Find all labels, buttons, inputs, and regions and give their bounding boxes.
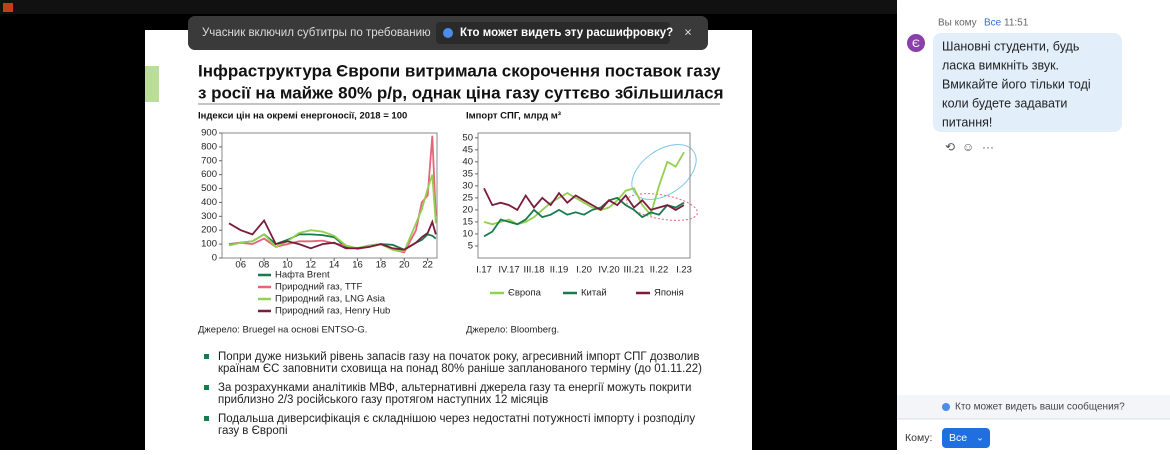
y-tick-label: 900 bbox=[201, 128, 217, 139]
chat-from: Вы кому bbox=[938, 18, 977, 29]
dropdown-icon[interactable]: ⌄ bbox=[976, 432, 984, 442]
chart-title: Імпорт СПГ, млрд м³ bbox=[466, 111, 561, 122]
emoji-icon[interactable]: ☺ bbox=[962, 140, 974, 154]
message-bubble bbox=[933, 33, 1122, 132]
y-tick-label: 5 bbox=[468, 240, 473, 251]
x-tick-label: III.18 bbox=[523, 265, 544, 276]
y-tick-label: 500 bbox=[201, 183, 217, 194]
close-icon[interactable]: × bbox=[684, 24, 692, 39]
series-line bbox=[228, 174, 437, 253]
x-tick-label: IV.17 bbox=[498, 265, 519, 276]
x-tick-label: 10 bbox=[282, 260, 293, 271]
slide-title: з росії на майже 80% р/р, однак ціна газ… bbox=[198, 83, 724, 102]
legend-label: Природний газ, LNG Asia bbox=[275, 294, 386, 305]
y-tick-label: 200 bbox=[201, 225, 217, 236]
y-tick-label: 40 bbox=[462, 156, 473, 167]
y-tick-label: 10 bbox=[462, 228, 473, 239]
message-line: ласка вимкніть звук. bbox=[942, 58, 1059, 72]
x-tick-label: I.17 bbox=[476, 265, 492, 276]
series-line bbox=[228, 218, 437, 251]
x-tick-label: I.23 bbox=[676, 265, 692, 276]
y-tick-label: 45 bbox=[462, 144, 473, 155]
bullet-text: приблизно 2/3 російського газу протягом … bbox=[218, 394, 548, 406]
chat-time: 11:51 bbox=[1004, 18, 1029, 29]
y-tick-label: 35 bbox=[462, 168, 473, 179]
legend-label: Японія bbox=[654, 288, 684, 299]
y-tick-label: 700 bbox=[201, 155, 217, 166]
plot-frame bbox=[221, 132, 438, 259]
avatar-letter: Є bbox=[912, 38, 920, 50]
more-icon[interactable]: ··· bbox=[982, 140, 994, 154]
legend-label: Нафта Brent bbox=[275, 270, 330, 281]
recipient-button[interactable] bbox=[942, 428, 990, 448]
y-tick-label: 50 bbox=[462, 132, 473, 143]
slide-title: Інфраструктура Європи витримала скорочен… bbox=[198, 61, 721, 80]
x-tick-label: IV.20 bbox=[598, 265, 619, 276]
caption-button-label[interactable]: Кто может видеть эту расшифровку? bbox=[460, 27, 673, 39]
highlight-ellipse bbox=[631, 144, 697, 200]
x-tick-label: II.19 bbox=[550, 265, 569, 276]
legend-label: Природний газ, Henry Hub bbox=[275, 306, 390, 317]
bullet-text: Подальша диверсифікація є складнішою чер… bbox=[218, 413, 695, 425]
bullet-text: газу в Європі bbox=[218, 425, 288, 437]
info-icon bbox=[443, 28, 453, 38]
app-icon bbox=[3, 3, 13, 12]
caption-button[interactable] bbox=[436, 22, 670, 44]
message-line: Шановні студенти, будь bbox=[942, 39, 1079, 53]
title-bar bbox=[0, 0, 897, 14]
legend-label: Природний газ, TTF bbox=[275, 282, 362, 293]
caption-text: Учасник включил субтитры по требованию bbox=[202, 27, 431, 39]
slide bbox=[145, 30, 752, 450]
slide-stripe bbox=[145, 66, 159, 102]
x-tick-label: 06 bbox=[235, 260, 246, 271]
y-tick-label: 15 bbox=[462, 216, 473, 227]
x-tick-label: II.22 bbox=[650, 265, 669, 276]
bullet-text: Попри дуже низький рівень запасів газу н… bbox=[218, 351, 699, 363]
x-tick-label: 08 bbox=[259, 260, 270, 271]
x-tick-label: 18 bbox=[376, 260, 387, 271]
source: Джерело: Bruegel на основі ENTSO-G. bbox=[198, 325, 367, 336]
x-tick-label: 12 bbox=[306, 260, 317, 271]
x-tick-label: 14 bbox=[329, 260, 340, 271]
plot-frame bbox=[477, 132, 691, 259]
y-tick-label: 600 bbox=[201, 169, 217, 180]
y-tick-label: 20 bbox=[462, 204, 473, 215]
legend-label: Китай bbox=[581, 288, 607, 299]
y-tick-label: 800 bbox=[201, 141, 217, 152]
recipient[interactable]: Все bbox=[949, 432, 967, 444]
x-tick-label: 20 bbox=[399, 260, 410, 271]
y-tick-label: 0 bbox=[212, 253, 217, 264]
reply-icon[interactable]: ⟲ bbox=[945, 140, 955, 154]
bullet-text: За розрахунками аналітиків МВФ, альтерна… bbox=[218, 382, 691, 394]
source: Джерело: Bloomberg. bbox=[466, 325, 559, 336]
y-tick-label: 30 bbox=[462, 180, 473, 191]
bullet-marker bbox=[204, 354, 209, 359]
y-tick-label: 25 bbox=[462, 192, 473, 203]
x-tick-label: 16 bbox=[352, 260, 363, 271]
bullet-marker bbox=[204, 416, 209, 421]
x-tick-label: I.20 bbox=[576, 265, 592, 276]
x-tick-label: 22 bbox=[422, 260, 433, 271]
y-tick-label: 300 bbox=[201, 211, 217, 222]
series-line bbox=[483, 187, 685, 212]
privacy-text[interactable]: Кто может видеть ваши сообщения? bbox=[955, 401, 1125, 413]
avatar bbox=[907, 34, 925, 52]
legend-label: Європа bbox=[508, 288, 542, 299]
bullet-marker bbox=[204, 385, 209, 390]
message-line: питання! bbox=[942, 115, 992, 129]
bullet-text: країнам ЄС заповнити сховища на понад 80… bbox=[218, 363, 702, 375]
highlight-ellipse bbox=[625, 193, 699, 221]
message-line: Вмикайте його тільки тоді bbox=[942, 77, 1091, 91]
y-tick-label: 400 bbox=[201, 197, 217, 208]
to-label: Кому: bbox=[905, 432, 932, 444]
chat-to: Все bbox=[984, 18, 1002, 29]
series-line bbox=[483, 196, 685, 238]
message-line: коли будете задавати bbox=[942, 96, 1067, 110]
chart-title: Індекси цін на окремі енергоносії, 2018 … bbox=[198, 111, 407, 122]
privacy-icon bbox=[942, 403, 950, 411]
x-tick-label: III.21 bbox=[623, 265, 644, 276]
y-tick-label: 100 bbox=[201, 239, 217, 250]
